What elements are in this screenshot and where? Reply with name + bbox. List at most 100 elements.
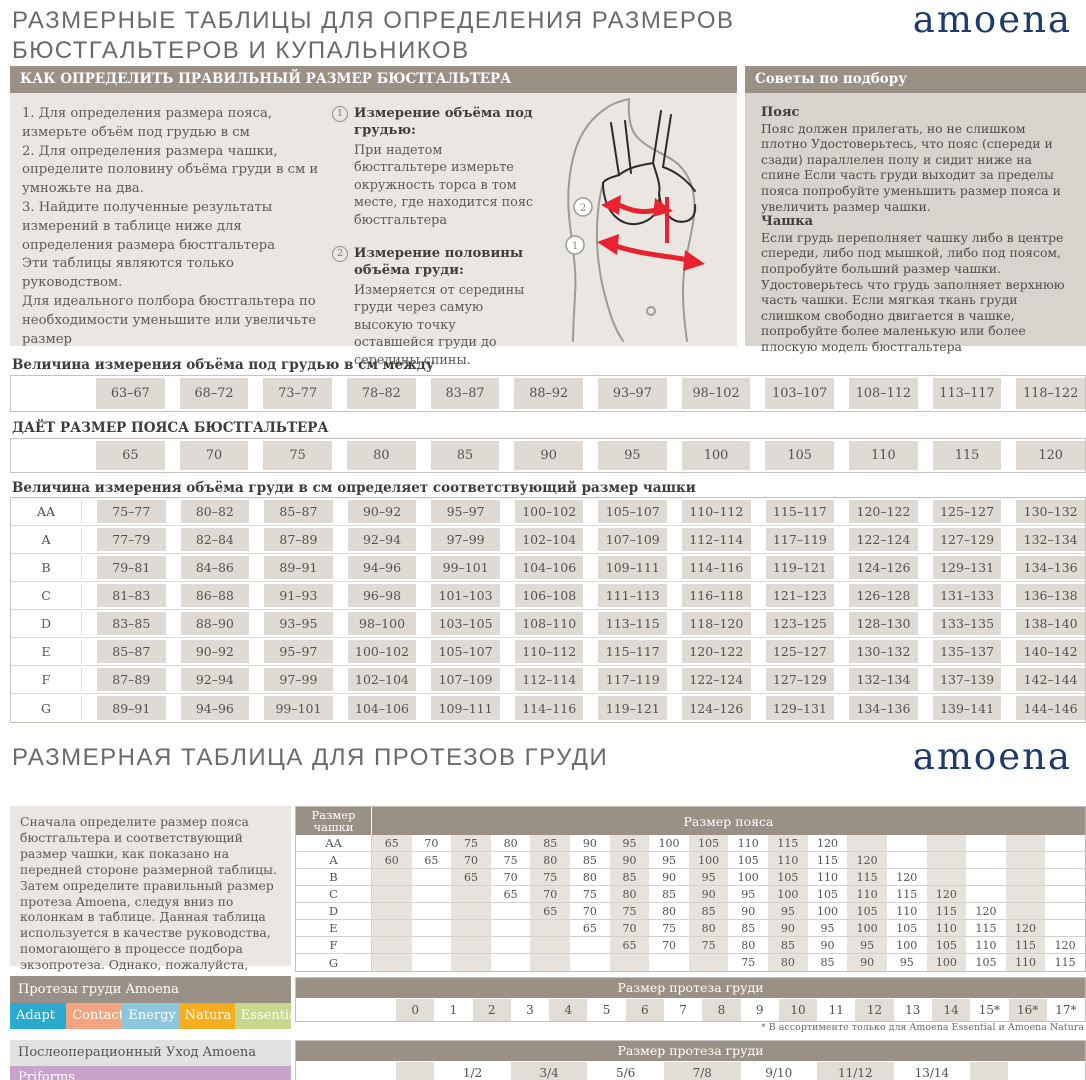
- matrix-band-cell: 65: [451, 869, 491, 886]
- page-title: РАЗМЕРНЫЕ ТАБЛИЦЫ ДЛЯ ОПРЕДЕЛЕНИЯ РАЗМЕР…: [12, 6, 735, 66]
- bust-range-cell: 95–97: [264, 640, 333, 663]
- matrix-band-cell: 80: [570, 869, 610, 886]
- cup-label: G: [11, 696, 82, 720]
- matrix-band-cell: [490, 937, 531, 954]
- matrix-band-cell: 100: [807, 903, 848, 920]
- bust-range-cell: 101–103: [431, 584, 500, 607]
- bust-range-cell: 142–144: [1016, 668, 1085, 691]
- bust-range-cell: 136–138: [1016, 584, 1085, 607]
- cup-table-row: B 79–81 84–86 89–91 94–96 99–101 104–106 109–11…: [11, 554, 1085, 582]
- band-cup-matrix-table: Размер чашки Размер пояса AA 65 70 75 80 85 90 95…: [295, 806, 1086, 972]
- bust-range-cell: 99–101: [264, 696, 333, 720]
- matrix-band-cell: [372, 869, 412, 886]
- underbust-range-cell: 83–87: [430, 378, 500, 409]
- matrix-cup-label: D: [296, 903, 372, 920]
- matrix-band-cell: 80: [688, 920, 729, 937]
- matrix-band-cell: [926, 869, 967, 886]
- product-tab-natura: Natura: [178, 1003, 235, 1029]
- matrix-band-cell: [649, 954, 689, 971]
- bust-range-cell: 127–129: [765, 668, 835, 691]
- bust-range-cell: 95–97: [431, 500, 500, 523]
- band-size-cell: 105: [765, 441, 835, 470]
- matrix-band-cell: 95: [649, 852, 689, 869]
- matrix-band-cell: 115: [847, 869, 887, 886]
- matrix-band-cell: 115: [966, 920, 1006, 937]
- cup-label: A: [11, 528, 82, 551]
- bust-range-cell: 87–89: [264, 528, 333, 551]
- underbust-range-cell: 113–117: [932, 378, 1002, 409]
- matrix-corner-header: Размер чашки: [296, 807, 372, 835]
- matrix-band-cell: 120: [1045, 937, 1085, 954]
- matrix-band-cell: 70: [530, 886, 571, 903]
- matrix-band-cell: 115: [886, 886, 927, 903]
- bust-range-cell: 119–121: [765, 556, 835, 579]
- matrix-band-cell: 120: [966, 903, 1006, 920]
- matrix-cup-label: AA: [296, 835, 372, 852]
- cup-table-row: D 83–85 88–90 93–95 98–100 103–105 108–110 113–…: [11, 610, 1085, 638]
- cup-table-row: E 85–87 90–92 95–97 100–102 105–107 110–112 115…: [11, 638, 1085, 666]
- product-tab-adapt: Adapt: [10, 1003, 67, 1029]
- cup-label: B: [11, 556, 82, 579]
- priforms-size-cell: 3/4: [510, 1062, 588, 1080]
- measurement-note-text: При надетом бюстгальтере измерьте окружн…: [354, 143, 534, 228]
- matrix-band-cell: 80: [649, 903, 689, 920]
- bust-range-cell: 106–108: [514, 584, 584, 607]
- measurement-note-text: Измеряется от середины груди через самую…: [354, 283, 525, 368]
- matrix-band-cell: [966, 852, 1006, 869]
- matrix-band-cell: [451, 937, 491, 954]
- matrix-band-cell: 120: [1005, 920, 1046, 937]
- blank-cell: [970, 1062, 1009, 1080]
- matrix-band-cell: 80: [530, 852, 571, 869]
- matrix-band-cell: 85: [570, 852, 610, 869]
- underbust-range-cell: 63–67: [96, 378, 165, 409]
- prosthesis-size-table: Размер протеза груди 0 1 2 3 4 5 6 7 8 9 10 11 12 13 1…: [295, 977, 1086, 1022]
- bust-range-cell: 89–91: [97, 696, 166, 720]
- matrix-band-cell: [1005, 869, 1046, 886]
- bust-range-cell: 87–89: [97, 668, 166, 691]
- priforms-size-cell: 5/6: [616, 1066, 636, 1080]
- prosthesis-size-values: 0 1 2 3 4 5 6 7 8 9 10 11 12 13 14 15* 16* 17*: [296, 999, 1085, 1021]
- tips-cup-text: Если грудь переполняет чашку либо в цент…: [761, 229, 1065, 354]
- matrix-band-cell: [1005, 852, 1046, 869]
- bust-range-cell: 100–102: [514, 500, 584, 523]
- bust-range-cell: 83–85: [97, 612, 166, 635]
- matrix-band-cell: [451, 886, 491, 903]
- matrix-cup-label: B: [296, 869, 372, 886]
- bust-range-cell: 98–100: [347, 612, 417, 635]
- matrix-band-cell: 105: [768, 869, 808, 886]
- measurement-note-heading: Измерение половины объёма груди:: [354, 246, 524, 279]
- matrix-band-cell: [886, 852, 927, 869]
- bust-range-cell: 129–131: [932, 556, 1002, 579]
- band-size-cell: 85: [430, 441, 500, 470]
- bust-range-cell: 104–106: [514, 556, 584, 579]
- bust-range-cell: 132–134: [849, 668, 918, 691]
- products-section: Протезы груди Amoena Adapt Contact Energy N…: [10, 976, 292, 1029]
- bust-range-cell: 138–140: [1016, 612, 1085, 635]
- bust-range-cell: 134–136: [849, 696, 918, 720]
- bust-range-cell: 77–79: [97, 528, 166, 551]
- bust-range-cell: 109–111: [431, 696, 500, 720]
- cup-table-row: F 87–89 92–94 97–99 102–104 107–109 112–114 117…: [11, 666, 1085, 694]
- matrix-band-cell: [1005, 886, 1046, 903]
- cup-table-row: AA 75–77 80–82 85–87 90–92 95–97 100–102 105–10…: [11, 498, 1085, 526]
- bust-range-cell: 134–136: [1016, 556, 1085, 579]
- priforms-size-cell: 1/2: [462, 1066, 483, 1080]
- matrix-band-cell: 85: [820, 956, 835, 969]
- bust-range-cell: 122–124: [849, 528, 918, 551]
- matrix-band-cell: 110: [966, 937, 1006, 954]
- matrix-band-cell: 70: [570, 903, 610, 920]
- bust-range-cell: 99–101: [431, 556, 500, 579]
- bust-range-cell: 102–104: [347, 668, 417, 691]
- matrix-band-cell: [570, 954, 610, 971]
- instruction-step: 3. Найдите полученные результаты измерен…: [22, 199, 276, 253]
- amoena-logo-2: amoena: [912, 735, 1072, 778]
- page-title-line1: РАЗМЕРНЫЕ ТАБЛИЦЫ ДЛЯ ОПРЕДЕЛЕНИЯ РАЗМЕР…: [12, 7, 735, 34]
- bust-range-cell: 84–86: [180, 556, 250, 579]
- matrix-band-cell: 75: [490, 852, 531, 869]
- matrix-band-cell: 70: [649, 937, 689, 954]
- matrix-band-cell: 95: [609, 835, 650, 852]
- bust-range-cell: 91–93: [264, 584, 333, 607]
- prosthesis-size-cell: 6: [625, 999, 664, 1021]
- band-size-cell: 70: [179, 441, 249, 470]
- prosthesis-size-cell: 8: [702, 999, 741, 1021]
